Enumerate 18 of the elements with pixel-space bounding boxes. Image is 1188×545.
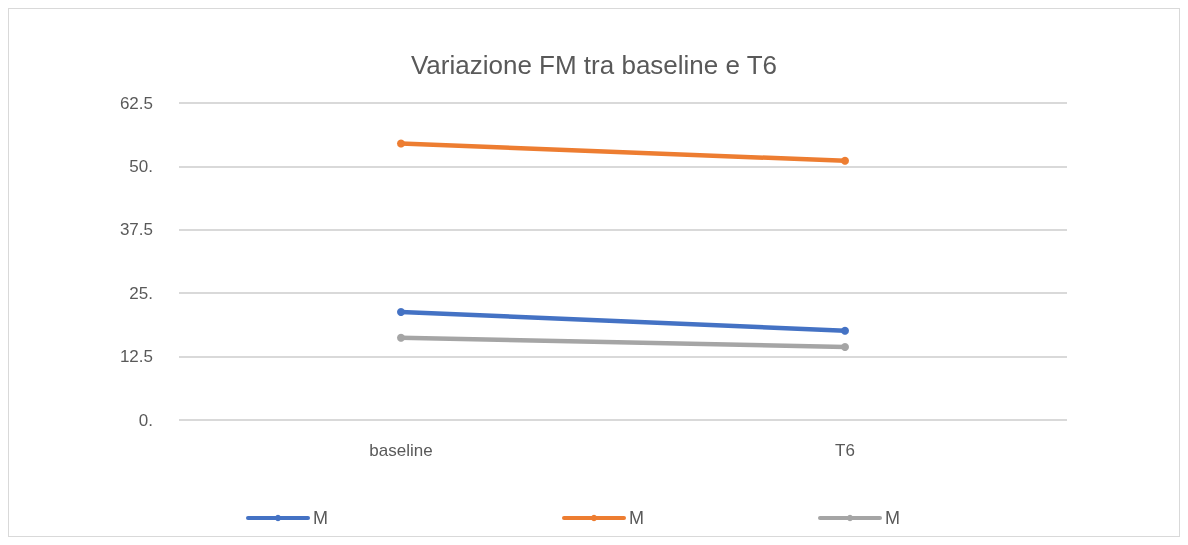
legend-label: M xyxy=(313,508,328,528)
y-tick-label: 50. xyxy=(129,156,153,176)
legend-label: M xyxy=(629,508,644,528)
point xyxy=(841,342,849,351)
y-tick-label: 62.5 xyxy=(119,93,153,113)
point xyxy=(841,326,849,335)
point xyxy=(397,139,405,148)
point xyxy=(397,307,405,316)
y-tick-label: 37.5 xyxy=(119,220,153,240)
chart-title: Variazione FM tra baseline e T6 xyxy=(410,50,778,80)
y-tick-label: 12.5 xyxy=(119,347,153,367)
point xyxy=(841,156,849,165)
x-tick-label: T6 xyxy=(835,441,855,460)
point xyxy=(397,333,405,342)
legend-label: M xyxy=(885,508,900,528)
y-tick-label: 25. xyxy=(129,283,153,303)
y-tick-label: 0. xyxy=(138,410,153,430)
x-tick-label: baseline xyxy=(369,441,433,460)
